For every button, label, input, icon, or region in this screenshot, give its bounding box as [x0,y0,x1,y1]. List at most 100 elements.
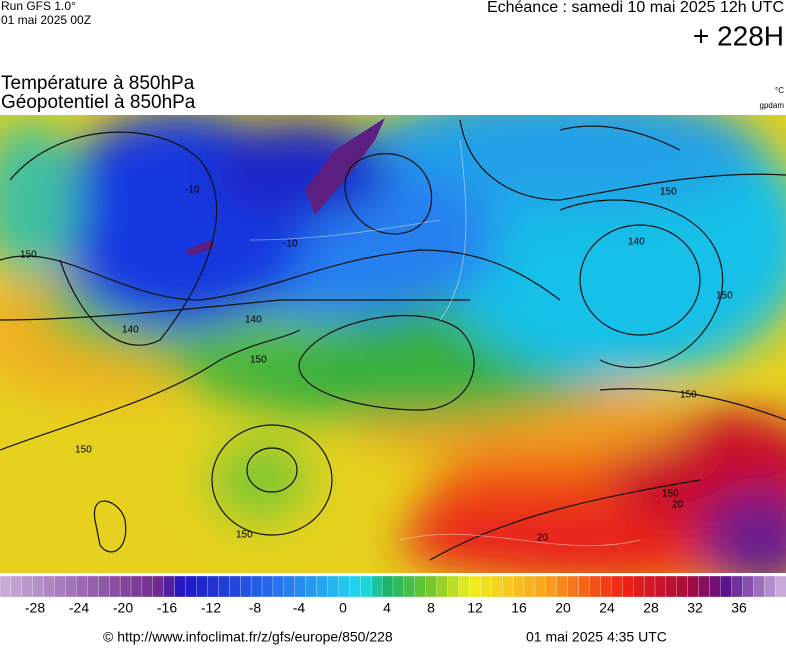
swatch [207,575,219,598]
map: 150 140 150 140 150 150 150 150 150 140 … [0,115,786,573]
swatch [480,575,492,598]
swatch [523,575,536,598]
swatch [458,575,470,598]
swatch [43,575,56,598]
colorbar-label: -24 [69,600,89,616]
colorbar-label: -20 [113,600,133,616]
swatch [633,575,645,598]
swatch [753,575,765,598]
colorbar-label: 16 [511,600,527,616]
swatch [654,575,667,598]
contour-label: 150 [660,187,677,198]
swatch [622,575,634,598]
swatch [360,575,372,598]
swatch [305,575,318,598]
colorbar-label: 20 [555,600,571,616]
swatch [611,575,623,598]
unit: °C [775,86,784,95]
contour-label: 20 [672,500,684,511]
colorbar-label: 0 [339,600,347,616]
swatch [643,575,656,598]
swatch [436,575,449,598]
swatch [10,575,23,598]
swatch [545,575,558,598]
swatch [130,575,143,598]
colorbar-label: -12 [201,600,221,616]
swatch [381,575,394,598]
colorbar-label: 32 [687,600,703,616]
swatch [196,575,208,598]
swatch [141,575,154,598]
swatch [54,575,66,598]
swatch [698,575,711,598]
swatch [665,575,678,598]
unit: gpdam [760,101,785,110]
generated: 01 mai 2025 4:35 UTC [526,629,667,645]
run-date: 01 mai 2025 00Z [1,13,91,27]
swatch [229,575,241,598]
swatch [250,575,263,598]
contour-label: 150 [662,489,679,500]
run: Run GFS 1.0° [1,0,76,13]
swatch [294,575,307,598]
contour-label: 140 [245,315,262,326]
colorbar-label: 8 [427,600,435,616]
swatch [764,575,776,598]
lead-time: + 228H [693,20,784,51]
colorbar-label: 12 [467,600,483,616]
contour-label: 150 [236,530,253,541]
swatch [720,575,732,598]
swatch [109,575,121,598]
swatch [119,575,132,598]
swatch [327,575,339,598]
echeance: Echéance : samedi 10 mai 2025 12h UTC [487,0,784,16]
swatch [512,575,525,598]
colorbar-label: 4 [383,600,391,616]
colorbar-label: -8 [249,600,262,616]
swatch [65,575,77,598]
contour-label: 140 [628,237,645,248]
colorbar-label: 28 [643,600,659,616]
swatch [98,575,110,598]
swatch [687,575,700,598]
parameter: Géopotentiel à 850hPa [1,92,196,113]
swatch [556,575,569,598]
contour-label: 20 [537,533,549,544]
swatch [676,575,689,598]
swatch [349,575,361,598]
colorbar-label: -28 [25,600,45,616]
swatch [218,575,230,598]
colorbar: -28 -24 -20 -16 -12 -8 -4 0 4 8 12 16 20 24 28 32 36 [0,575,786,616]
swatch [0,575,12,598]
colorbar-label: -4 [293,600,306,616]
colorbar-label: -16 [157,600,177,616]
swatch [447,575,459,598]
contour-label: 150 [716,291,733,302]
swatch [338,575,350,598]
swatch [709,575,721,598]
contour-label: 150 [680,390,697,401]
swatch [578,575,590,598]
swatch [742,575,754,598]
swatch [185,575,197,598]
swatch [414,575,427,598]
swatch [469,575,481,598]
swatch [600,575,612,598]
swatch [589,575,601,598]
swatch [163,575,176,598]
swatch [174,575,187,598]
swatch [76,575,88,598]
colorbar-label: 36 [731,600,747,616]
swatch [371,575,383,598]
swatch [283,575,296,598]
contour-label: 150 [75,445,92,456]
colorbar-label: 24 [599,600,615,616]
contour-label: 150 [250,355,267,366]
swatch [21,575,34,598]
swatch [502,575,514,598]
contour-label: -10 [283,239,298,250]
swatch [316,575,328,598]
swatch [272,575,285,598]
swatch [32,575,45,598]
